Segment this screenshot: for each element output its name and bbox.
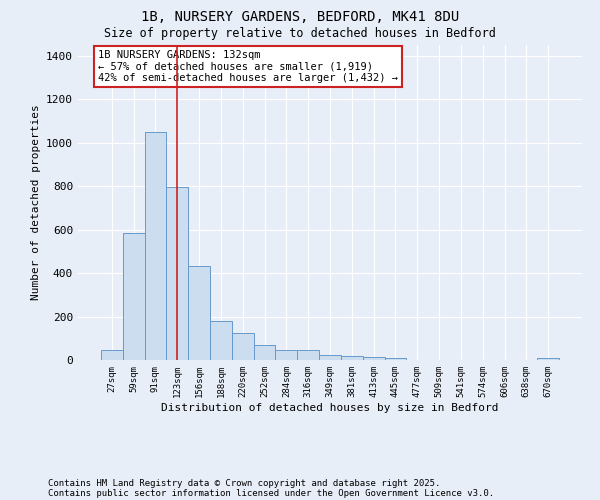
Text: Contains HM Land Registry data © Crown copyright and database right 2025.: Contains HM Land Registry data © Crown c…	[48, 478, 440, 488]
Bar	[166, 188, 188, 360]
Bar	[123, 233, 145, 360]
Y-axis label: Number of detached properties: Number of detached properties	[31, 104, 41, 300]
Bar	[145, 132, 166, 360]
Bar	[210, 321, 232, 360]
Bar	[537, 358, 559, 360]
Bar	[341, 356, 363, 360]
X-axis label: Distribution of detached houses by size in Bedford: Distribution of detached houses by size …	[161, 402, 499, 412]
Bar	[232, 333, 254, 360]
Bar	[363, 356, 385, 360]
Bar	[297, 350, 319, 360]
Bar	[275, 350, 297, 360]
Text: Contains public sector information licensed under the Open Government Licence v3: Contains public sector information licen…	[48, 488, 494, 498]
Text: 1B, NURSERY GARDENS, BEDFORD, MK41 8DU: 1B, NURSERY GARDENS, BEDFORD, MK41 8DU	[141, 10, 459, 24]
Bar	[319, 354, 341, 360]
Bar	[254, 345, 275, 360]
Bar	[101, 350, 123, 360]
Bar	[188, 266, 210, 360]
Text: Size of property relative to detached houses in Bedford: Size of property relative to detached ho…	[104, 28, 496, 40]
Bar	[385, 358, 406, 360]
Text: 1B NURSERY GARDENS: 132sqm
← 57% of detached houses are smaller (1,919)
42% of s: 1B NURSERY GARDENS: 132sqm ← 57% of deta…	[98, 50, 398, 83]
